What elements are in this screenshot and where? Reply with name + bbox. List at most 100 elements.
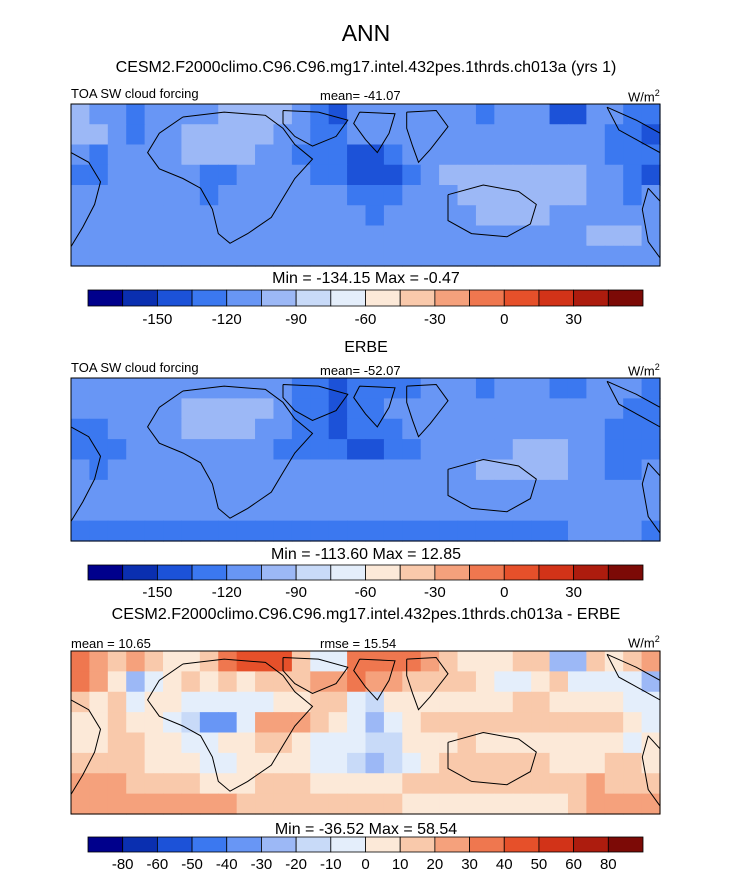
- colorbar-box: [607, 564, 644, 581]
- map-cell: [347, 104, 367, 125]
- map-cell: [273, 732, 293, 754]
- map-cell: [347, 378, 367, 399]
- map-cell: [567, 398, 587, 420]
- map-cell: [144, 773, 164, 795]
- map-cell: [236, 500, 256, 522]
- map-cell: [328, 144, 348, 166]
- map-cell: [163, 479, 183, 501]
- map-cell: [291, 712, 311, 734]
- coastline: [353, 111, 396, 154]
- map-cell: [310, 398, 330, 420]
- map-cell: [402, 500, 422, 522]
- map-cell: [181, 225, 201, 247]
- colorbar-tick-label: 20: [427, 856, 444, 873]
- map-cell: [383, 691, 403, 713]
- map-cell: [475, 773, 495, 795]
- map-cell: [494, 459, 514, 481]
- map-cell: [383, 104, 403, 125]
- map-cell: [236, 144, 256, 166]
- map-cell: [107, 164, 127, 186]
- map-cell: [144, 185, 164, 206]
- map-cell: [273, 398, 293, 420]
- map-cell: [494, 245, 514, 267]
- map-cell: [420, 378, 440, 399]
- map-cell: [163, 793, 183, 815]
- map-cell: [255, 144, 275, 166]
- map-cell: [218, 378, 238, 399]
- colorbar-box: [226, 836, 262, 853]
- map-cell: [255, 479, 275, 501]
- map-cell: [347, 712, 367, 734]
- map-cell: [512, 651, 532, 672]
- map-cell: [144, 671, 164, 693]
- coastline: [70, 426, 102, 522]
- map-cell: [549, 185, 569, 206]
- map-cell: [144, 205, 164, 227]
- map-cell: [347, 793, 367, 815]
- coastline: [353, 658, 396, 701]
- map-cell: [310, 378, 330, 399]
- map-cell: [273, 671, 293, 693]
- map-cell: [531, 691, 551, 713]
- map-cell: [383, 144, 403, 166]
- map-cell: [439, 418, 459, 440]
- map-cell: [383, 651, 403, 672]
- map-cell: [457, 459, 477, 481]
- map-cell: [439, 124, 459, 146]
- map-cell: [549, 793, 569, 815]
- map-cell: [310, 691, 330, 713]
- map-cell: [310, 225, 330, 247]
- map-cell: [549, 439, 569, 461]
- map-cell: [494, 439, 514, 461]
- map-cell: [328, 732, 348, 754]
- map-cell: [310, 205, 330, 227]
- map-cell: [365, 124, 385, 146]
- map-cell: [273, 185, 293, 206]
- map-cell: [549, 651, 569, 672]
- map-cell: [439, 459, 459, 481]
- map-cell: [420, 479, 440, 501]
- map-cell: [494, 144, 514, 166]
- map-cell: [236, 439, 256, 461]
- map-cell: [383, 520, 403, 542]
- map-cell: [365, 691, 385, 713]
- map-cell: [365, 378, 385, 399]
- map-cell: [310, 185, 330, 206]
- map-cell: [107, 520, 127, 542]
- colorbar-tick-label: 80: [600, 856, 617, 873]
- map-cell: [512, 459, 532, 481]
- map-cell: [567, 164, 587, 186]
- map-cell: [89, 732, 109, 754]
- map-cell: [494, 225, 514, 247]
- map-cell: [586, 245, 606, 267]
- map-cell: [549, 225, 569, 247]
- map-cell: [567, 418, 587, 440]
- map-cell: [89, 793, 109, 815]
- map-cell: [181, 651, 201, 672]
- map-cell: [163, 164, 183, 186]
- map-cell: [604, 205, 624, 227]
- map-cell: [328, 479, 348, 501]
- map-cell: [236, 651, 256, 672]
- coastline: [447, 731, 537, 786]
- colorbar-tick-label: 30: [565, 311, 582, 328]
- map-cell: [273, 773, 293, 795]
- map-cell: [71, 205, 91, 227]
- map-cell: [494, 104, 514, 125]
- coastline: [147, 111, 314, 244]
- map-cell: [402, 439, 422, 461]
- map-cell: [586, 691, 606, 713]
- map-cell: [420, 651, 440, 672]
- map-cell: [549, 418, 569, 440]
- map-cell: [107, 793, 127, 815]
- map-cell: [531, 225, 551, 247]
- map-cell: [623, 418, 643, 440]
- map-cell: [144, 651, 164, 672]
- map-cell: [126, 104, 146, 125]
- map-cell: [181, 752, 201, 774]
- map-cell: [255, 205, 275, 227]
- map-cell: [475, 691, 495, 713]
- map-cell: [199, 185, 219, 206]
- coastline: [406, 383, 449, 438]
- map-cell: [236, 773, 256, 795]
